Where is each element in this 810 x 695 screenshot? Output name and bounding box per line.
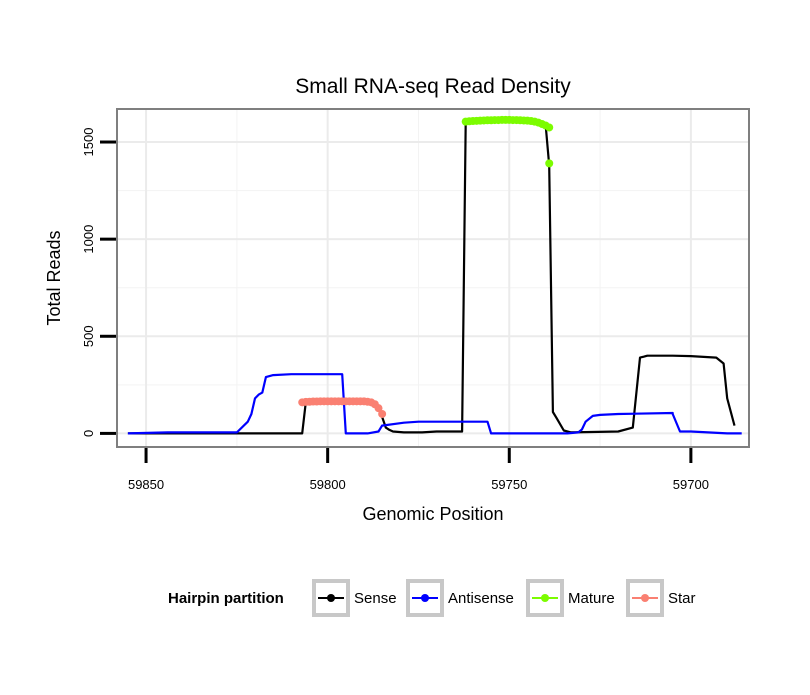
y-axis-label: Total Reads [44,230,64,325]
legend-item-antisense: Antisense [406,579,514,617]
x-tick-label: 59750 [491,477,527,492]
chart-title: Small RNA-seq Read Density [295,75,571,98]
data-point-mature [545,123,554,132]
plot-panel [117,109,749,447]
legend: Hairpin partition Sense Antisense Mature St… [168,579,696,617]
series-mature [461,115,554,168]
series-star [298,397,387,418]
legend-title: Hairpin partition [168,590,284,607]
data-point-mature [545,159,554,168]
legend-item-sense: Sense [312,579,397,617]
plot-border [116,108,750,448]
series-line-antisense [127,373,742,435]
legend-key-point [541,594,549,602]
data-point-star [374,404,383,413]
y-tick-label: 0 [81,430,96,437]
x-tick-label: 59800 [310,477,346,492]
y-tick-label: 1500 [81,128,96,157]
series-antisense [127,373,742,435]
series-layer [127,115,742,435]
x-axis-label: Genomic Position [362,504,503,524]
axes: 59850 59800 59750 59700 0 500 1000 1500 [81,128,709,492]
y-tick-label: 1000 [81,225,96,254]
legend-label: Mature [568,590,615,607]
legend-key-point [641,594,649,602]
x-tick-label: 59700 [673,477,709,492]
legend-label: Star [668,590,696,607]
x-tick-label: 59850 [128,477,164,492]
legend-key-point [421,594,429,602]
data-point-star [378,409,387,418]
legend-label: Sense [354,590,397,607]
y-tick-label: 500 [81,325,96,347]
legend-item-star: Star [626,579,696,617]
legend-entries: Sense Antisense Mature Star [312,579,696,617]
legend-label: Antisense [448,590,514,607]
legend-item-mature: Mature [526,579,615,617]
legend-key-point [327,594,335,602]
